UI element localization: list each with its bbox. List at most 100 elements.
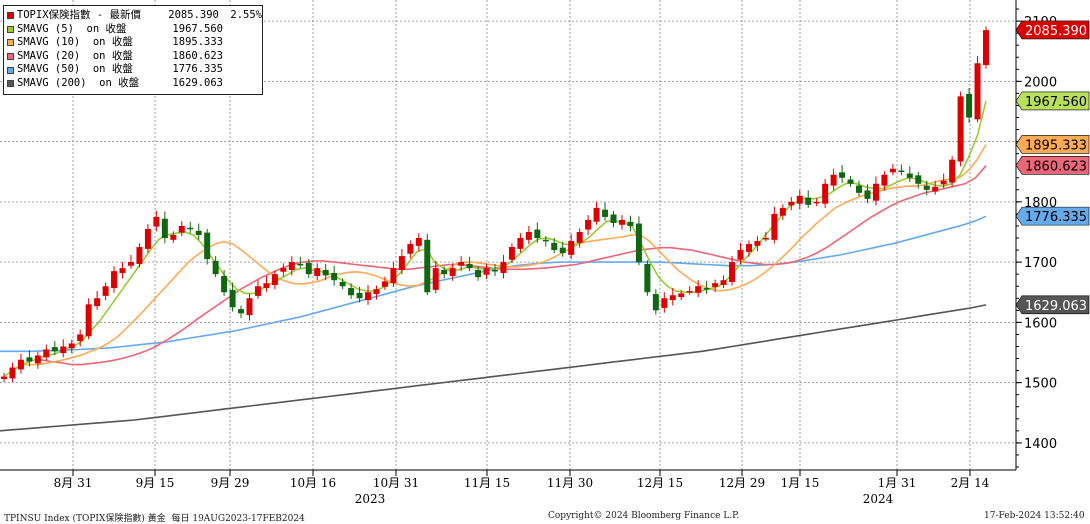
legend-series-value: 2085.390 [168,9,219,21]
chart-footer: TPINSU Index (TOPIX保険指數) 黃金 每日 19AUG2023… [0,509,1090,524]
candlestick-series [1,26,989,383]
candle-body [881,174,888,186]
candle-body [923,185,930,190]
legend-swatch [7,25,14,33]
candle-body [983,30,989,66]
price-tag [1015,156,1090,175]
candle-body [618,219,625,225]
candle-body [195,230,202,235]
candle-body [297,263,304,266]
legend-series-value: 1629.063 [172,76,223,89]
candle-body [966,94,973,118]
candle-body [136,247,143,264]
candle-body [221,275,228,293]
candle-body [51,347,58,352]
candle-body [441,269,448,275]
candle-body [398,256,405,270]
candle-body [720,280,727,286]
candle-body [77,334,84,342]
candle-body [644,263,651,293]
candle-body [822,183,829,204]
legend-swatch [7,53,14,61]
x-tick-label: 2月 14 [951,476,990,490]
candle-body [254,286,261,296]
candle-body [492,269,498,272]
candle-body [695,286,702,293]
candle-body [847,179,854,184]
x-tick-label: 12月 29 [719,476,765,490]
candle-body [568,241,575,255]
candle-body [263,283,270,289]
candle-body [280,268,287,272]
candle-body [839,172,846,178]
footer-copyright: Copyright© 2024 Bloomberg Finance L.P. [548,511,740,521]
price-tag [1015,206,1090,226]
candle-body [864,190,871,199]
candle-body [796,195,803,204]
candle-body [238,309,245,314]
candle-body [187,227,194,230]
price-tag-label: 1860.623 [1025,159,1087,174]
candle-body [365,292,372,301]
x-tick-label: 9月 15 [136,476,175,490]
x-axis: 8月 31 9月 15 9月 29 10月 16 10月 31 11月 15 11月 30 1… [0,469,1016,506]
candle-body [466,263,473,269]
y-tick-label: 1700 [1024,256,1057,271]
candle-body [754,241,761,246]
y-tick-label: 1500 [1024,377,1057,392]
candle-body [627,221,634,226]
price-tag [1015,91,1090,111]
legend-entry: TOPIX保険指數 - 最新價 2085.390 2.55% [6,9,262,23]
candle-body [381,281,388,287]
candle-body [144,228,151,249]
candle-body [407,244,414,254]
candle-body [856,185,863,193]
candle-body [602,209,609,217]
candle-body [508,247,515,260]
candle-body [745,244,752,252]
candle-body [9,367,16,379]
y-axis: 14001500160017001800190020002100 [1015,0,1057,470]
candle-body [940,180,947,185]
candle-body [771,213,778,240]
candle-body [788,201,795,206]
legend-entry: SMAVG (20) on 收盤 1860.623 [6,50,262,64]
candle-body [915,175,922,184]
x-tick-label: 8月 31 [54,476,93,490]
candle-body [356,292,363,299]
candle-body [559,247,566,254]
legend-series-value: 1860.623 [172,49,223,62]
candle-body [813,201,820,204]
candle-body [686,291,693,293]
candle-body [517,238,524,249]
candle-body [610,214,617,223]
candle-body [34,355,41,364]
candle-body [703,288,710,290]
candle-body [830,174,837,186]
candle-body [712,283,719,287]
candle-body [551,242,558,251]
candle-body [415,238,422,246]
x-tick-label: 11月 15 [464,476,510,490]
candle-body [593,207,600,222]
candle-body [85,304,92,337]
candle-body [322,269,329,276]
candle-body [805,197,812,205]
candle-body [483,268,490,275]
legend-series-name: SMAVG (5) on 收盤 [17,22,127,35]
price-tag-label: 1629.063 [1025,299,1087,314]
candle-body [348,288,355,296]
candle-body [762,238,769,240]
legend-swatch [7,12,14,20]
legend-series-value: 1776.335 [172,63,223,76]
candle-body [43,349,50,358]
x-tick-label: 12月 15 [637,476,683,490]
candle-body [779,207,786,216]
candle-body [212,260,219,275]
price-tag [1015,295,1090,315]
y-tick-label: 2000 [1024,75,1057,90]
candle-body [729,262,736,282]
legend-entry: SMAVG (5) on 收盤 1967.560 [6,23,262,37]
candle-body [932,186,939,192]
